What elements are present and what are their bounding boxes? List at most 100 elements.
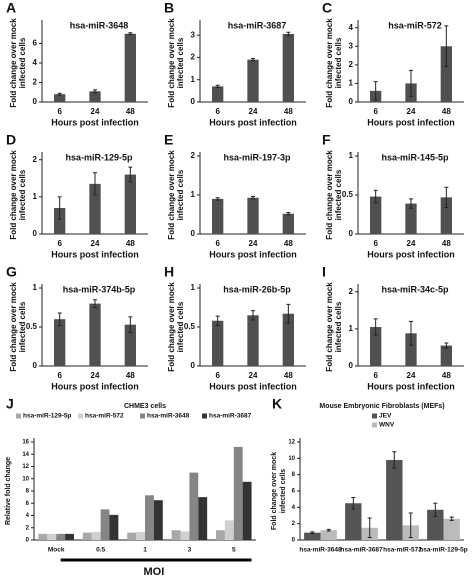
y-axis-label: infected cells — [334, 301, 343, 352]
y-axis-label: infected cells — [334, 37, 343, 88]
error-bar — [326, 528, 331, 532]
x-tick-label: 6 — [57, 107, 62, 116]
y-tick-label: 2 — [292, 521, 296, 527]
chart-title: CHME3 cells — [124, 403, 166, 410]
y-tick-label: 10 — [22, 476, 29, 482]
bar — [109, 514, 119, 540]
chart-title: hsa-miR-3687 — [228, 20, 287, 30]
x-tick-label: hsa-miR-129-5p — [419, 547, 467, 554]
x-axis-label: Hours post infection — [209, 381, 297, 391]
panel-label: A — [6, 0, 16, 16]
x-tick-label: 6 — [215, 239, 220, 248]
y-tick-label: 1 — [191, 283, 196, 292]
bar — [171, 530, 181, 540]
bar — [180, 531, 190, 540]
y-tick-label: 12 — [288, 440, 295, 446]
x-axis-label: MOI — [143, 566, 164, 578]
x-axis-label: Hours post infection — [51, 249, 139, 259]
x-tick-label: hsa-miR-3687 — [340, 547, 383, 554]
y-tick-label: 3 — [349, 41, 354, 50]
x-axis-label: Hours post infection — [209, 117, 297, 127]
bar — [212, 198, 224, 234]
y-axis-label: infected cells — [334, 169, 343, 220]
error-bar — [215, 197, 220, 201]
x-tick-label: 6 — [57, 239, 62, 248]
chart-title: hsa-miR-145-5p — [381, 152, 449, 162]
bar — [440, 197, 452, 234]
panel-label: G — [6, 264, 17, 280]
legend-label: hsa-miR-572 — [85, 413, 124, 420]
bar — [100, 509, 110, 540]
bar — [247, 197, 259, 234]
x-tick-label: 24 — [249, 107, 258, 116]
bar — [224, 520, 234, 540]
y-tick-label: 0 — [26, 538, 30, 544]
y-axis-label: Fold change over mock — [325, 282, 334, 372]
y-tick-label: 12 — [22, 464, 29, 470]
panel-label: E — [164, 132, 173, 148]
legend-label: JEV — [379, 413, 392, 420]
y-tick-label: 4 — [349, 23, 354, 32]
bar — [54, 319, 66, 366]
bar — [427, 509, 444, 540]
y-tick-label: 16 — [22, 440, 29, 446]
y-tick-label: 1 — [349, 151, 354, 160]
x-tick-label: 48 — [284, 371, 293, 380]
error-bar — [409, 320, 413, 346]
legend-label: WNV — [379, 422, 395, 429]
x-tick-label: 0.5 — [96, 547, 105, 554]
y-tick-label: 0 — [349, 97, 354, 106]
bar — [89, 183, 101, 234]
y-tick-label: 0 — [33, 229, 38, 238]
bar — [443, 518, 460, 540]
y-axis-label: infected cells — [176, 169, 185, 220]
error-bar — [286, 31, 291, 37]
error-bar — [310, 531, 315, 534]
y-tick-label: 6 — [26, 501, 30, 507]
chart-title: hsa-miR-374b-5p — [63, 284, 136, 294]
x-tick-label: 48 — [126, 239, 135, 248]
y-tick-label: 1 — [33, 283, 38, 292]
bar — [320, 530, 337, 540]
error-bar — [449, 516, 454, 521]
x-tick-label: 48 — [442, 371, 451, 380]
y-tick-label: 1 — [33, 192, 38, 201]
y-tick-label: 0 — [349, 229, 354, 238]
y-tick-label: 10 — [288, 456, 295, 462]
panel-label: I — [322, 264, 326, 280]
panel-label: K — [272, 396, 282, 412]
error-bar — [215, 315, 220, 326]
y-axis-label: Fold change over mock — [9, 18, 18, 108]
y-axis-label: Fold change over mock — [9, 150, 18, 240]
bar — [124, 174, 136, 234]
y-tick-label: 1 — [191, 190, 196, 199]
x-axis-label: Hours post infection — [367, 117, 455, 127]
bar — [405, 203, 417, 234]
bar — [65, 533, 74, 540]
x-tick-label: 24 — [91, 239, 100, 248]
panel-label: B — [164, 0, 174, 16]
chart-title: hsa-miR-34c-5p — [381, 284, 449, 294]
y-axis-label: infected cells — [18, 37, 27, 88]
bar — [38, 533, 48, 540]
bar — [56, 533, 66, 540]
x-tick-label: 48 — [442, 239, 451, 248]
error-bar — [409, 69, 413, 97]
y-tick-label: 6 — [33, 39, 38, 48]
y-axis-label: Fold change over mock — [9, 282, 18, 372]
legend-label: hsa-miR-3648 — [147, 413, 190, 420]
x-tick-label: Mock — [48, 547, 65, 554]
legend-swatch — [140, 413, 145, 419]
legend-label: hsa-miR-3687 — [209, 413, 252, 420]
error-bar — [409, 198, 413, 209]
error-bar — [215, 84, 220, 89]
bar — [247, 59, 259, 102]
error-bar — [251, 58, 255, 62]
y-tick-label: 2 — [191, 151, 196, 160]
y-tick-label: 0.5 — [342, 190, 354, 199]
bar — [282, 313, 294, 366]
bar — [82, 532, 92, 540]
y-axis-label: infected cells — [18, 169, 27, 220]
y-tick-label: 1 — [191, 75, 196, 84]
bar — [212, 320, 224, 366]
